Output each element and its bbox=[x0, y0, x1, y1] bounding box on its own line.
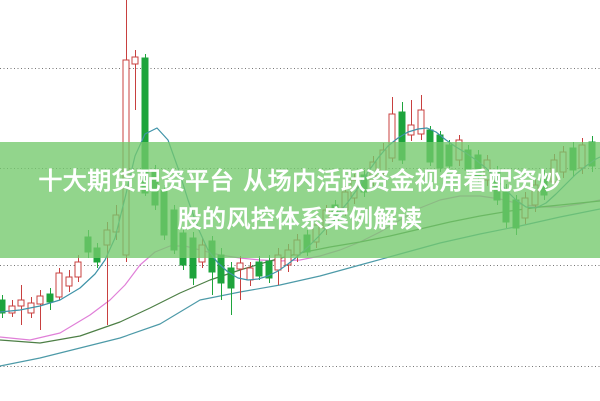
candle-down bbox=[0, 299, 6, 314]
candle-up bbox=[417, 109, 425, 135]
title-line-2: 股的风控体系案例解读 bbox=[177, 205, 423, 233]
candle-down bbox=[265, 260, 273, 279]
title-line-1: 十大期货配资平台 从场内活跃资金视角看配资炒 bbox=[38, 167, 562, 195]
candle-up bbox=[131, 56, 139, 65]
candle-down bbox=[217, 254, 225, 284]
candle-up bbox=[246, 267, 254, 281]
candle-up bbox=[36, 295, 44, 305]
candle-up bbox=[8, 305, 16, 314]
candle-up bbox=[236, 262, 244, 270]
candle-up bbox=[74, 261, 82, 278]
candle-up bbox=[17, 299, 25, 307]
candle-down bbox=[46, 293, 54, 303]
candle-down bbox=[227, 267, 235, 289]
title-banner: 十大期货配资平台 从场内活跃资金视角看配资炒 股的风控体系案例解读 bbox=[0, 142, 600, 258]
candle-up bbox=[65, 276, 73, 287]
candle-down bbox=[255, 261, 263, 277]
candle-up bbox=[55, 272, 63, 298]
